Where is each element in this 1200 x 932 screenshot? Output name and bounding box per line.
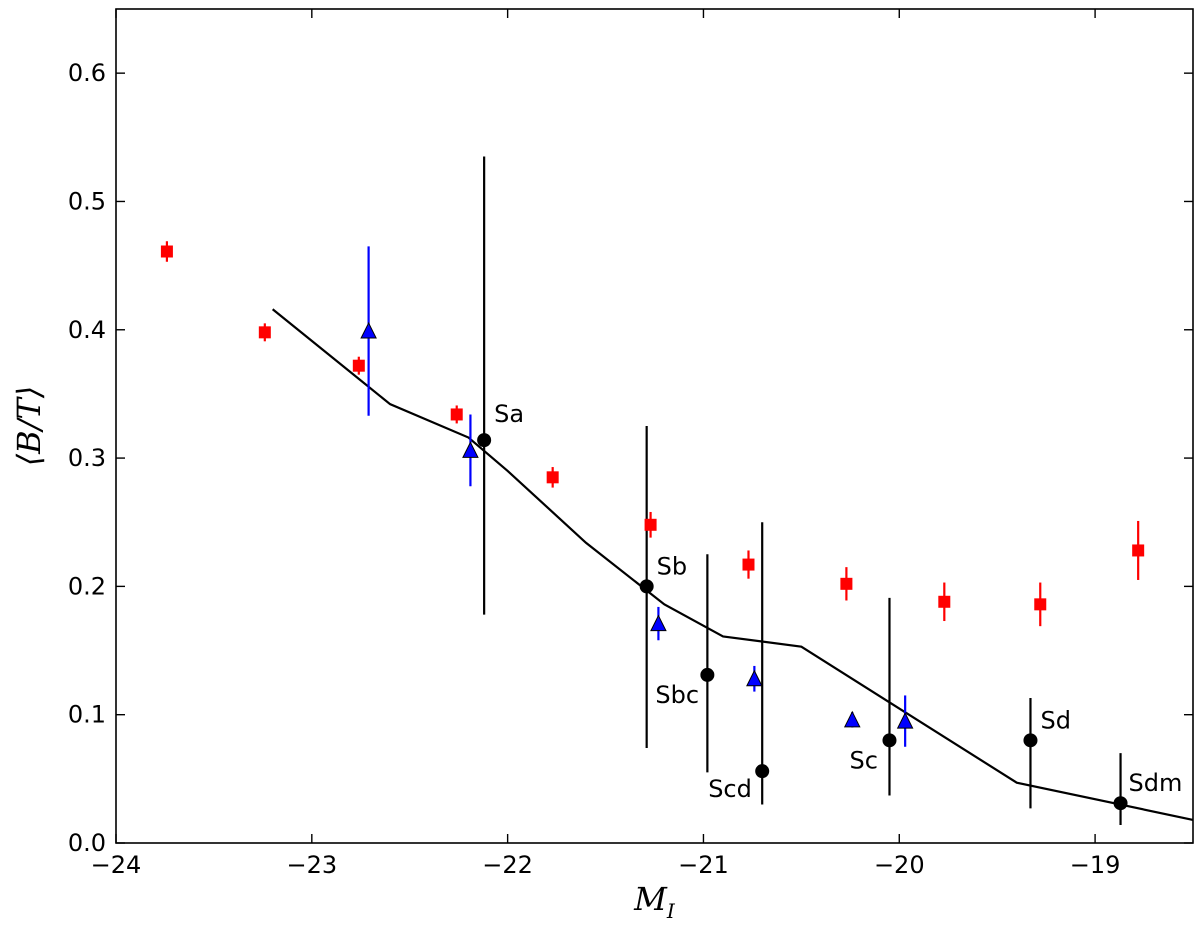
black-circle-point (1113, 796, 1128, 811)
red-square-point (352, 359, 365, 372)
blue-triangle-point (746, 669, 763, 687)
red-square-point (1034, 598, 1047, 611)
red-square-point (840, 577, 853, 590)
axis-ticks: −24 −23 −22 −21 −20 −19 0.0 0.1 0.2 0.3 0.4 0.5 0.6 (68, 9, 1193, 879)
red-square-point (742, 558, 755, 571)
y-tick-label: 0.4 (68, 316, 106, 344)
type-label-sb: Sb (657, 552, 687, 580)
red-square-point (546, 471, 559, 484)
black-circle-point (755, 764, 770, 779)
black-circle-point (477, 433, 492, 448)
blue-triangle-point (462, 441, 479, 458)
type-label-sdm: Sdm (1129, 769, 1183, 797)
y-axis-label: ⟨B/T⟩ (10, 386, 48, 467)
red-square-point (938, 595, 951, 608)
x-tick-label: −21 (678, 851, 729, 879)
blue-triangle-point (896, 711, 914, 729)
red-square-point (258, 326, 271, 339)
type-label-sa: Sa (494, 400, 524, 428)
type-label-sc: Sc (849, 746, 877, 774)
model-line (271, 308, 1194, 821)
y-tick-label: 0.1 (68, 701, 106, 729)
type-label-sbc: Sbc (655, 681, 699, 709)
x-axis-label-sub: I (666, 899, 676, 923)
x-tick-label: −24 (91, 851, 142, 879)
plot-area: Sa Sb Sbc Scd Sc Sd Sdm (160, 156, 1194, 826)
y-tick-label: 0.2 (68, 572, 106, 600)
y-tick-label: 0.0 (68, 829, 106, 857)
x-tick-label: −19 (1070, 851, 1121, 879)
y-tick-label: 0.6 (68, 59, 106, 87)
plot-frame (115, 8, 1194, 844)
x-axis-label-main: M (633, 880, 668, 918)
black-circle-point (700, 667, 715, 682)
type-label-sd: Sd (1040, 706, 1070, 734)
x-tick-label: −22 (482, 851, 533, 879)
red-square-point (1132, 544, 1145, 557)
y-tick-label: 0.3 (68, 444, 106, 472)
type-label-scd: Scd (708, 775, 752, 803)
x-tick-label: −23 (286, 851, 337, 879)
black-circle-point (882, 733, 897, 748)
black-circle-point (1023, 733, 1038, 748)
red-square-point (160, 245, 173, 258)
blue-triangle-point (650, 614, 667, 632)
black-circle-point (639, 579, 654, 594)
red-square-point (644, 518, 657, 531)
x-axis-label: MI (633, 880, 676, 923)
red-square-point (450, 408, 463, 421)
blue-triangle-point (360, 321, 377, 339)
x-tick-label: −20 (874, 851, 925, 879)
blue-triangle-point (843, 710, 861, 728)
y-tick-label: 0.5 (68, 187, 106, 215)
